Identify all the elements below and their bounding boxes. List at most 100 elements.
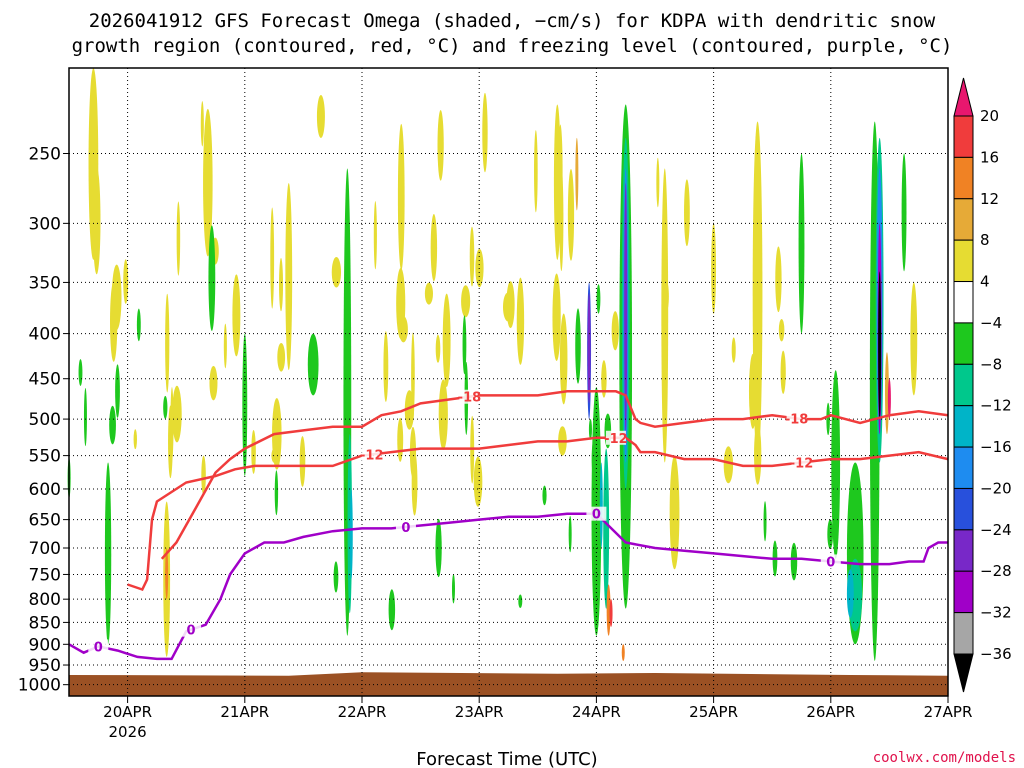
colorbar-bottom-arrow: [953, 653, 974, 693]
omega-shade-51: [778, 318, 785, 342]
omega-shade-114: [624, 182, 628, 435]
omega-shade-15: [775, 246, 782, 313]
omega-shade-58: [411, 332, 415, 419]
y-axis: 2503003504004505005506006507007508008509…: [18, 144, 69, 696]
omega-shade-21: [232, 274, 241, 357]
y-tick-label-550: 550: [29, 447, 61, 467]
omega-shade-126: [887, 378, 891, 420]
omega-shade-6: [165, 293, 170, 393]
omega-shade-22: [271, 448, 277, 463]
contour-label-bg-freezing_level-2: [395, 519, 416, 534]
x-tick-label-21APR: 21APR: [220, 703, 269, 721]
y-tick-label-450: 450: [29, 370, 61, 390]
omega-shade-70: [542, 485, 547, 506]
omega-shade-23: [502, 292, 513, 322]
omega-shade-110: [587, 293, 591, 404]
contour-dgz_minus18: -18 -18: [160, 389, 949, 560]
omega-shade-92: [136, 308, 141, 342]
omega-shade-93: [163, 395, 168, 419]
omega-shade-36: [601, 360, 607, 398]
omega-shade-42: [411, 451, 418, 516]
omega-shade-7: [383, 331, 389, 402]
omega-shade-103: [349, 488, 353, 580]
colorbar-label-0: 20: [980, 107, 999, 125]
y-tick-label-1000: 1000: [18, 676, 61, 696]
contour-line-freezing_level: [68, 512, 948, 661]
colorbar-swatch-8: [953, 405, 974, 448]
omega-shade-13: [176, 201, 181, 276]
omega-shade-89: [78, 359, 83, 386]
omega-shade-133: [901, 153, 907, 272]
contour-label-dgz_minus18-1: -18: [785, 412, 809, 427]
omega-shade-88: [575, 308, 581, 384]
y-tick-label-250: 250: [29, 144, 61, 164]
omega-shade-132: [798, 153, 805, 334]
colorbar-top-arrow: [953, 77, 974, 117]
omega-shade-95: [827, 519, 834, 549]
omega-shade-77: [763, 501, 767, 542]
y-tick-label-900: 900: [29, 635, 61, 655]
omega-shade-45: [397, 123, 405, 271]
y-tick-label-800: 800: [29, 590, 61, 610]
omega-shade-98: [104, 462, 112, 645]
colorbar-swatch-5: [953, 281, 974, 324]
contour-freezing_level: 0 0 0 0 0: [68, 506, 948, 661]
omega-shade-129: [669, 455, 680, 570]
omega-shade-128: [661, 168, 669, 463]
omega-shade-40: [461, 285, 471, 318]
plot-frame: [68, 67, 949, 697]
colorbar-swatch-13: [953, 612, 974, 655]
colorbar-label-6: −8: [980, 355, 1002, 373]
omega-shade-50: [223, 323, 227, 369]
colorbar: 20 16 12 8 4 −4 −8 −12 −16 −20 −24 −28 −32 −36: [953, 77, 1012, 693]
y-tick-label-400: 400: [29, 325, 61, 345]
omega-shade-78: [462, 315, 467, 375]
plot-background: [69, 68, 948, 696]
omega-shade-12: [516, 277, 525, 365]
omega-shade-135: [165, 548, 169, 600]
omega-shade-82: [596, 284, 601, 314]
contour-label-bg-dgz_minus12-0: [361, 447, 382, 462]
omega-shade-0: [435, 334, 441, 363]
omega-shade-85: [790, 542, 798, 581]
colorbar-label-9: −20: [980, 479, 1012, 497]
y-tick-label-600: 600: [29, 480, 61, 500]
omega-shade-54: [684, 179, 690, 247]
contour-label-dgz_minus12-1: -12: [604, 432, 628, 447]
colorbar-swatch-2: [953, 156, 974, 200]
omega-shade-108: [609, 599, 613, 627]
contour-label-bg-freezing_level-4: [820, 554, 841, 569]
omega-shade-48: [111, 264, 122, 330]
colorbar-label-13: −36: [980, 645, 1012, 663]
omega-shade-68: [277, 342, 286, 372]
colorbar-label-4: 4: [980, 273, 990, 291]
omega-shade-73: [388, 589, 396, 631]
omega-shade-53: [299, 436, 306, 487]
omega-shade-30: [437, 110, 444, 181]
contour-label-bg-dgz_minus12-2: [791, 455, 812, 470]
colorbar-label-10: −24: [980, 521, 1012, 539]
omega-shade-56: [430, 213, 438, 282]
chart-title-line-2: growth region (contoured, red, °C) and f…: [72, 35, 953, 57]
y-tick-label-750: 750: [29, 565, 61, 585]
contour-label-dgz_minus18-0: -18: [458, 391, 482, 406]
contour-label-bg-freezing_level-1: [181, 622, 202, 637]
omega-shade-91: [518, 594, 523, 608]
contour-label-dgz_minus12-0: -12: [360, 448, 384, 463]
colorbar-label-11: −28: [980, 562, 1012, 580]
omega-shade-80: [568, 515, 572, 553]
omega-shade-119: [846, 569, 854, 618]
omega-shade-75: [826, 402, 830, 436]
omega-shade-125: [885, 352, 889, 435]
omega-shade-34: [424, 282, 433, 305]
omega-shade-84: [208, 225, 216, 331]
omega-shade-63: [723, 446, 734, 484]
contour-label-bg-freezing_level-3: [586, 506, 607, 521]
omega-shade-33: [534, 130, 538, 213]
omega-shade-17: [270, 207, 275, 309]
omega-shade-8: [201, 455, 206, 496]
omega-shade-44: [473, 456, 483, 507]
plot-area: -18 -18 -12 -12 -12 0 0 0 0 0: [67, 67, 949, 697]
colorbar-swatch-11: [953, 529, 974, 572]
